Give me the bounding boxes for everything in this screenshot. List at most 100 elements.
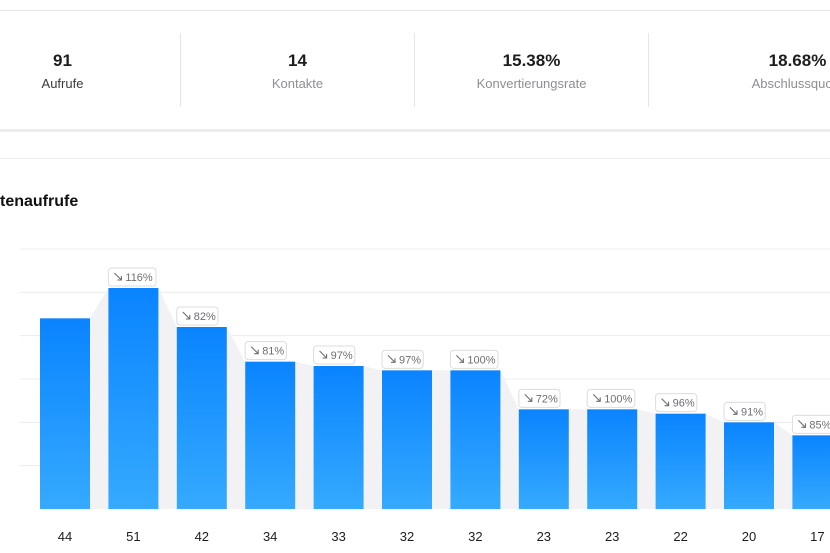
funnel-connector [363, 366, 382, 509]
drop-off-label: 82% [194, 311, 216, 323]
x-tick-label: 23 [537, 529, 551, 544]
drop-off-badge: 91% [723, 401, 766, 421]
stat-conversion-rate: 15.38% Konvertierungsrate [415, 11, 648, 129]
funnel-connector [295, 361, 314, 509]
stats-panel: 91 Aufrufe 14 Kontakte 15.38% Konvertier… [0, 11, 830, 132]
stat-views-label: Aufrufe [41, 76, 84, 91]
x-tick-label: 20 [742, 529, 756, 544]
bar [587, 409, 638, 509]
x-tick-label: 23 [605, 529, 619, 544]
trend-down-arrow-icon [592, 393, 601, 402]
bar [313, 366, 364, 509]
x-tick-label: 32 [468, 529, 482, 544]
chart-connectors [90, 288, 793, 509]
drop-off-badge: 97% [313, 345, 356, 365]
drop-off-badge: 96% [655, 393, 698, 413]
drop-off-label: 85% [809, 419, 830, 431]
funnel-connector [226, 327, 246, 509]
top-border [0, 10, 830, 11]
funnel-connector [774, 422, 793, 509]
drop-off-badge-box [244, 341, 287, 361]
trend-down-arrow-icon [456, 354, 464, 363]
stat-views: 91 Aufrufe [0, 11, 125, 129]
x-tick-label: 22 [673, 529, 687, 544]
trend-down-arrow-icon [661, 398, 670, 407]
drop-off-badge-box [518, 388, 561, 408]
bar [245, 361, 296, 509]
stat-contacts: 14 Kontakte [181, 11, 414, 129]
funnel-connector [90, 288, 109, 509]
chart-x-labels: 44 51 42 34 33 32 32 23 23 22 20 17 [58, 529, 825, 544]
funnel-connector [158, 288, 177, 509]
trend-down-arrow-icon [182, 311, 191, 320]
drop-off-badge: 81% [244, 341, 287, 361]
stat-divider [180, 33, 181, 107]
funnel-connector [500, 370, 519, 509]
chart-title: tenaufrufe [0, 193, 79, 210]
funnel-connector [568, 409, 588, 509]
drop-off-label: 100% [467, 354, 495, 366]
drop-off-badge-box [655, 393, 698, 413]
drop-off-badge: 100% [449, 349, 499, 369]
drop-off-badge-box [176, 306, 219, 326]
drop-off-label: 81% [262, 346, 284, 358]
stat-views-value: 91 [53, 51, 72, 70]
funnel-connector [637, 409, 656, 509]
x-tick-label: 17 [810, 529, 824, 544]
drop-off-badge-box [723, 401, 766, 421]
drop-off-label: 72% [536, 393, 558, 405]
stat-contacts-value: 14 [288, 51, 307, 70]
trend-down-arrow-icon [319, 350, 328, 359]
page-views-bar-chart: 116% 82% 81% 97% 97% 100% 72% 100% 96% 91% 85% 44 5… [20, 248, 830, 544]
x-tick-label: 44 [58, 529, 72, 544]
drop-off-badge-box [107, 267, 157, 287]
trend-down-arrow-icon [387, 354, 396, 363]
bar [382, 370, 432, 509]
bar [724, 422, 774, 509]
trend-down-arrow-icon [729, 406, 738, 415]
chart-annotations: 116% 82% 81% 97% 97% 100% 72% 100% 96% 91% 85% [107, 267, 830, 434]
x-tick-label: 51 [126, 529, 140, 544]
trend-down-arrow-icon [798, 419, 806, 428]
bar [518, 409, 569, 509]
drop-off-badge: 85% [791, 414, 830, 434]
trend-down-arrow-icon [250, 346, 259, 355]
drop-off-badge: 97% [381, 349, 424, 369]
stat-contacts-label: Kontakte [271, 76, 324, 91]
trend-down-arrow-icon [114, 272, 122, 281]
drop-off-badge: 100% [586, 388, 636, 408]
drop-off-badge-box [586, 388, 636, 408]
x-tick-label: 33 [331, 529, 345, 544]
trend-down-arrow-icon [524, 393, 533, 402]
drop-off-label: 116% [125, 272, 153, 284]
drop-off-label: 91% [741, 406, 763, 418]
drop-off-badge-box [791, 414, 830, 434]
bar [40, 318, 90, 509]
bar [792, 435, 830, 509]
stat-conversion-rate-label: Konvertierungsrate [476, 76, 587, 91]
x-tick-label: 34 [263, 529, 277, 544]
bar [450, 370, 501, 509]
drop-off-badge-box [449, 349, 499, 369]
stat-closing-rate-value: 18.68% [768, 51, 827, 70]
drop-off-badge: 72% [518, 388, 561, 408]
stat-conversion-rate-value: 15.38% [502, 51, 561, 70]
stat-divider [414, 33, 415, 107]
stat-divider [648, 33, 649, 107]
bar [108, 288, 159, 509]
funnel-connector [432, 370, 451, 509]
funnel-connector [705, 413, 724, 509]
chart-bars [40, 288, 830, 509]
drop-off-label: 96% [673, 398, 695, 410]
drop-off-label: 97% [399, 354, 421, 366]
drop-off-label: 100% [604, 393, 632, 405]
drop-off-label: 97% [331, 350, 353, 362]
drop-off-badge-box [381, 349, 424, 369]
drop-off-badge: 116% [107, 267, 157, 287]
drop-off-badge: 82% [176, 306, 219, 326]
bar [655, 413, 706, 509]
drop-off-badge-box [313, 345, 356, 365]
x-tick-label: 42 [195, 529, 209, 544]
